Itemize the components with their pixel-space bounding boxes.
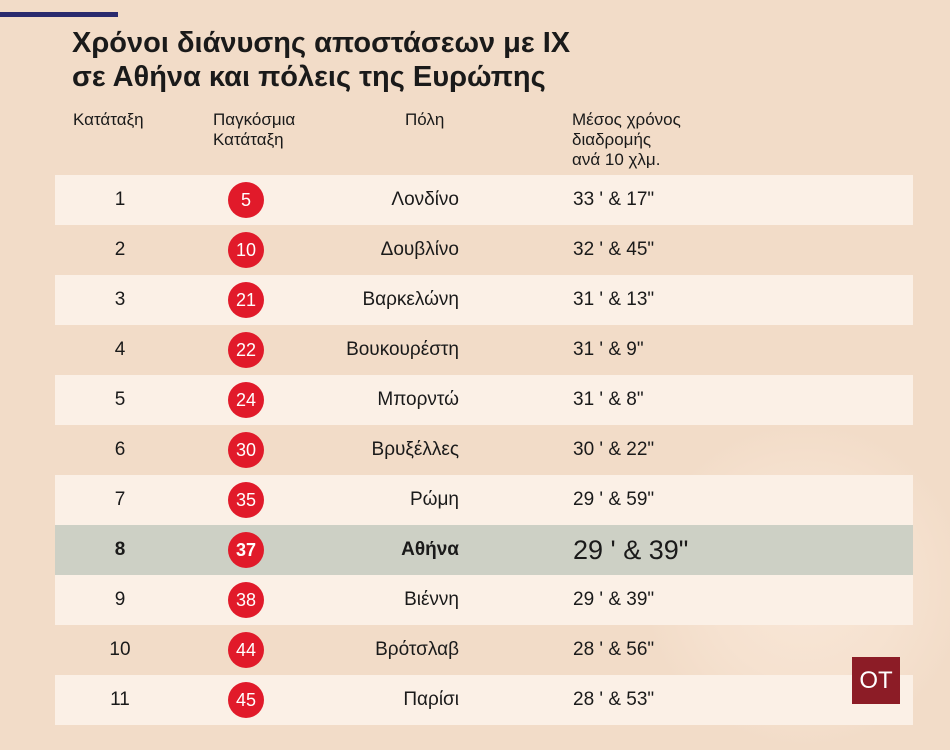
rank-cell: 2 (114, 239, 126, 260)
rank-cell: 5 (114, 389, 126, 410)
table-row: 10 44 Βρότσλαβ 28 ' & 56" (55, 625, 913, 675)
rank-cell: 8 (114, 539, 126, 560)
rank-cell: 6 (114, 439, 126, 460)
world-rank-badge: 37 (228, 532, 264, 568)
table-row: 9 38 Βιέννη 29 ' & 39" (55, 575, 913, 625)
title-line-2: σε Αθήνα και πόλεις της Ευρώπης (72, 61, 546, 93)
table-row: 2 10 Δουβλίνο 32 ' & 45" (55, 225, 913, 275)
world-rank-badge: 22 (228, 332, 264, 368)
world-rank-badge: 21 (228, 282, 264, 318)
time-cell: 28 ' & 53" (573, 689, 655, 710)
table-row: 5 24 Μπορντώ 31 ' & 8" (55, 375, 913, 425)
city-cell: Αθήνα (401, 539, 459, 560)
header-time-line-2: διαδρομής (572, 130, 652, 149)
world-rank-badge: 5 (228, 182, 264, 218)
world-rank-badge: 38 (228, 582, 264, 618)
city-cell: Μπορντώ (377, 389, 459, 410)
header-city-text: Πόλη (405, 110, 445, 129)
time-cell: 29 ' & 39" (573, 589, 655, 610)
city-cell: Βαρκελώνη (362, 289, 459, 310)
time-cell: 30 ' & 22" (573, 439, 655, 460)
city-cell: Λονδίνο (391, 189, 459, 210)
rank-cell: 3 (114, 289, 126, 310)
header-world-rank-line-2: Κατάταξη (213, 130, 284, 149)
city-cell: Παρίσι (403, 689, 459, 710)
rank-cell: 10 (109, 639, 131, 660)
world-rank-badge: 24 (228, 382, 264, 418)
ranking-table: 1 5 Λονδίνο 33 ' & 17" 2 10 Δουβλίνο 32 ' & 45"… (55, 175, 913, 725)
time-cell: 33 ' & 17" (573, 189, 655, 210)
city-cell: Ρώμη (409, 489, 459, 510)
header-rank: Κατάταξη (73, 110, 144, 130)
header-time-line-1: Μέσος χρόνος (572, 110, 681, 129)
time-cell: 31 ' & 13" (573, 289, 655, 310)
table-row: 6 30 Βρυξέλλες 30 ' & 22" (55, 425, 913, 475)
city-cell: Βιέννη (404, 589, 459, 610)
city-cell: Βρυξέλλες (371, 439, 459, 460)
title-line-1: Χρόνοι διάνυσης αποστάσεων με ΙΧ (72, 27, 571, 59)
table-row: 3 21 Βαρκελώνη 31 ' & 13" (55, 275, 913, 325)
header-world-rank: Παγκόσμια Κατάταξη (213, 110, 295, 150)
rank-cell: 4 (114, 339, 126, 360)
time-cell: 32 ' & 45" (573, 239, 655, 260)
rank-cell: 9 (114, 589, 126, 610)
world-rank-badge: 30 (228, 432, 264, 468)
rank-cell: 7 (114, 489, 126, 510)
time-cell: 31 ' & 8" (573, 389, 644, 410)
publisher-logo: OT (852, 657, 900, 704)
table-row: 4 22 Βουκουρέστη 31 ' & 9" (55, 325, 913, 375)
top-accent-rule (0, 12, 118, 17)
table-row-highlighted: 8 37 Αθήνα 29 ' & 39" (55, 525, 913, 575)
table-row: 1 5 Λονδίνο 33 ' & 17" (55, 175, 913, 225)
page-title: Χρόνοι διάνυσης αποστάσεων με ΙΧ σε Αθήν… (72, 26, 570, 94)
header-world-rank-line-1: Παγκόσμια (213, 110, 296, 129)
time-cell: 28 ' & 56" (573, 639, 655, 660)
header-city: Πόλη (405, 110, 444, 130)
world-rank-badge: 10 (228, 232, 264, 268)
rank-cell: 1 (114, 189, 126, 210)
city-cell: Βουκουρέστη (346, 339, 459, 360)
city-cell: Δουβλίνο (380, 239, 459, 260)
world-rank-badge: 35 (228, 482, 264, 518)
header-time-line-3: ανά 10 χλμ. (572, 150, 661, 169)
header-time: Μέσος χρόνος διαδρομής ανά 10 χλμ. (572, 110, 681, 170)
table-row: 11 45 Παρίσι 28 ' & 53" (55, 675, 913, 725)
table-row: 7 35 Ρώμη 29 ' & 59" (55, 475, 913, 525)
header-rank-text: Κατάταξη (73, 110, 144, 129)
city-cell: Βρότσλαβ (375, 639, 459, 660)
world-rank-badge: 44 (228, 632, 264, 668)
world-rank-badge: 45 (228, 682, 264, 718)
time-cell: 29 ' & 59" (573, 489, 655, 510)
rank-cell: 11 (110, 689, 130, 710)
time-cell: 31 ' & 9" (573, 339, 644, 360)
time-cell: 29 ' & 39" (573, 535, 689, 565)
